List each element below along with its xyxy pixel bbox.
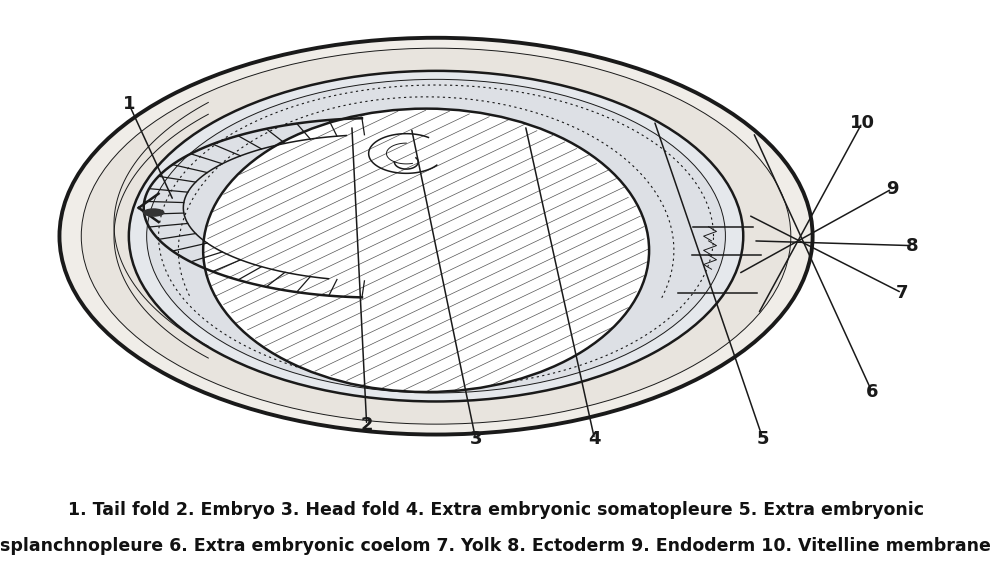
Text: 8: 8 [906,237,918,255]
Ellipse shape [59,38,813,434]
Text: 3: 3 [470,430,482,448]
Text: 2: 2 [361,416,373,434]
Ellipse shape [143,209,165,217]
Ellipse shape [81,48,791,424]
Ellipse shape [203,109,649,392]
Ellipse shape [129,71,743,401]
Text: 7: 7 [896,284,908,302]
Text: 1: 1 [123,95,135,113]
Text: 6: 6 [866,383,878,401]
Text: 4: 4 [589,430,601,448]
Text: splanchnopleure 6. Extra embryonic coelom 7. Yolk 8. Ectoderm 9. Endoderm 10. Vi: splanchnopleure 6. Extra embryonic coelo… [0,537,991,555]
Ellipse shape [147,79,725,393]
Text: 10: 10 [849,114,875,132]
Text: 5: 5 [757,430,769,448]
Text: 9: 9 [886,180,898,198]
Text: 1. Tail fold 2. Embryo 3. Head fold 4. Extra embryonic somatopleure 5. Extra emb: 1. Tail fold 2. Embryo 3. Head fold 4. E… [67,501,924,519]
